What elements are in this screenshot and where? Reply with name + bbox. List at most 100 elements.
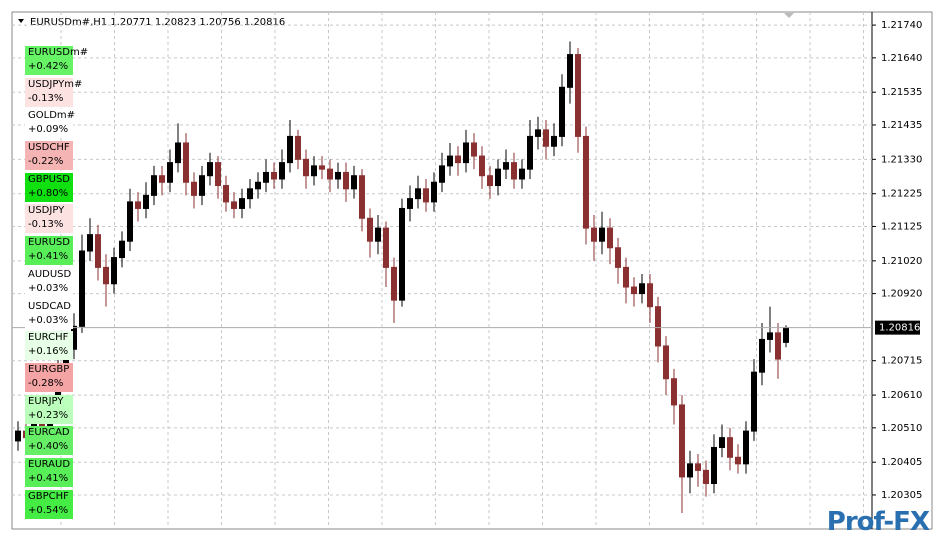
candle-body [87, 234, 93, 252]
candle-body [463, 142, 469, 164]
current-price-label: 1.20816 [879, 323, 920, 334]
candle-body [527, 135, 533, 170]
watch-item[interactable]: USDJPYm# -0.13% [25, 77, 83, 107]
candle-body [519, 168, 525, 180]
watch-change: +0.23% [28, 409, 69, 421]
current-price-box [875, 320, 920, 335]
candle-body [655, 306, 661, 347]
candle-body [279, 162, 285, 180]
candle-body [111, 257, 117, 285]
y-tick-label: 1.21020 [881, 256, 922, 267]
chart-frame [11, 11, 933, 530]
watch-name: USDJPY [28, 205, 65, 217]
candle-body [559, 86, 565, 137]
y-tick-label: 1.21125 [881, 221, 922, 232]
candle-body [359, 175, 365, 219]
candle-body [103, 266, 109, 285]
candle-body [543, 129, 549, 147]
watch-item[interactable]: GBPCHF +0.54% [25, 489, 73, 519]
candle-body [495, 168, 501, 187]
y-tick-label: 1.21435 [881, 120, 922, 131]
candle-body [167, 162, 173, 183]
watch-name: EURUSDm# [28, 47, 89, 58]
candle-body [775, 332, 781, 360]
watch-item[interactable]: USDCAD +0.03% [25, 299, 73, 329]
watch-item[interactable]: GOLDm# +0.09% [25, 109, 76, 139]
watch-item[interactable]: USDCHF -0.22% [25, 141, 73, 171]
chart-header: EURUSDm#,H1 1.20771 1.20823 1.20756 1.20… [30, 17, 285, 28]
shift-marker[interactable] [784, 13, 794, 18]
candle-body [335, 171, 341, 180]
candle-body [751, 371, 757, 432]
watch-item[interactable]: EURGBP -0.28% [25, 362, 73, 392]
watch-name: EURAUD [28, 458, 71, 470]
y-tick-label: 1.20715 [881, 356, 922, 367]
watch-change: +0.41% [28, 472, 69, 484]
watch-name: USDJPYm# [28, 78, 83, 90]
watch-item[interactable]: EURJPY +0.23% [25, 394, 73, 424]
watch-item[interactable]: AUDUSD +0.03% [25, 267, 73, 297]
candle-body [127, 201, 133, 242]
candle-body [639, 283, 645, 295]
candle-body [79, 250, 85, 327]
candle-body [783, 327, 789, 343]
watch-item[interactable]: GBPUSD +0.80% [25, 172, 73, 202]
watch-name: EURCAD [28, 427, 70, 439]
candle-body [727, 437, 733, 458]
candle-body [143, 194, 149, 209]
watch-name: USDCHF [28, 142, 70, 154]
watch-change: +0.09% [28, 124, 69, 136]
watch-change: -0.13% [28, 92, 64, 104]
candle-body [183, 142, 189, 183]
candle-body [391, 266, 397, 301]
candle-body [687, 463, 693, 478]
candle-body [503, 162, 509, 170]
watch-change: -0.22% [28, 156, 64, 168]
watch-item[interactable]: EURUSD +0.41% [25, 236, 73, 266]
watch-item[interactable]: EURCAD +0.40% [25, 426, 73, 456]
candle-body [647, 283, 653, 308]
y-tick-label: 1.20510 [881, 423, 922, 434]
candle-body [271, 171, 277, 180]
watch-change: +0.54% [28, 504, 69, 516]
candle-body [479, 155, 485, 177]
candle-body [719, 437, 725, 448]
candle-body [423, 188, 429, 203]
menu-arrow[interactable] [18, 19, 24, 23]
candle-body [175, 142, 181, 164]
candle-body [511, 162, 517, 180]
candle-body [759, 338, 765, 373]
candle-body [599, 227, 605, 242]
candle-body [471, 142, 477, 157]
watch-name: GOLDm# [28, 110, 76, 122]
watch-item[interactable]: EURAUD +0.41% [25, 457, 73, 487]
candle-body [431, 181, 437, 203]
watch-item[interactable]: EURCHF +0.16% [25, 331, 73, 361]
candle-body [239, 198, 245, 209]
candle-body [327, 168, 333, 180]
candle-body [487, 175, 493, 187]
candle-body [567, 54, 573, 88]
watch-item[interactable]: EURUSDm# +0.42% [25, 46, 89, 75]
watch-name: USDCAD [28, 300, 71, 312]
watch-change: -0.28% [28, 377, 64, 389]
candle-body [95, 234, 101, 268]
candle-body [703, 469, 709, 484]
watch-change: +0.42% [28, 61, 69, 72]
watermark: Prof-FX [826, 507, 930, 537]
candle-body [575, 54, 581, 137]
candle-body [135, 201, 141, 209]
candle-body [375, 227, 381, 242]
candle-body [207, 162, 213, 177]
y-tick-label: 1.20610 [881, 390, 922, 401]
candle-body [583, 135, 589, 229]
watch-item[interactable]: USDJPY -0.13% [25, 204, 73, 234]
candle-body [663, 345, 669, 380]
candle-body [631, 286, 637, 295]
y-tick-label: 1.21640 [881, 53, 922, 64]
watch-change: +0.80% [28, 187, 69, 199]
candle-body [151, 175, 157, 196]
candle-body [351, 175, 357, 190]
y-tick-label: 1.20920 [881, 289, 922, 300]
